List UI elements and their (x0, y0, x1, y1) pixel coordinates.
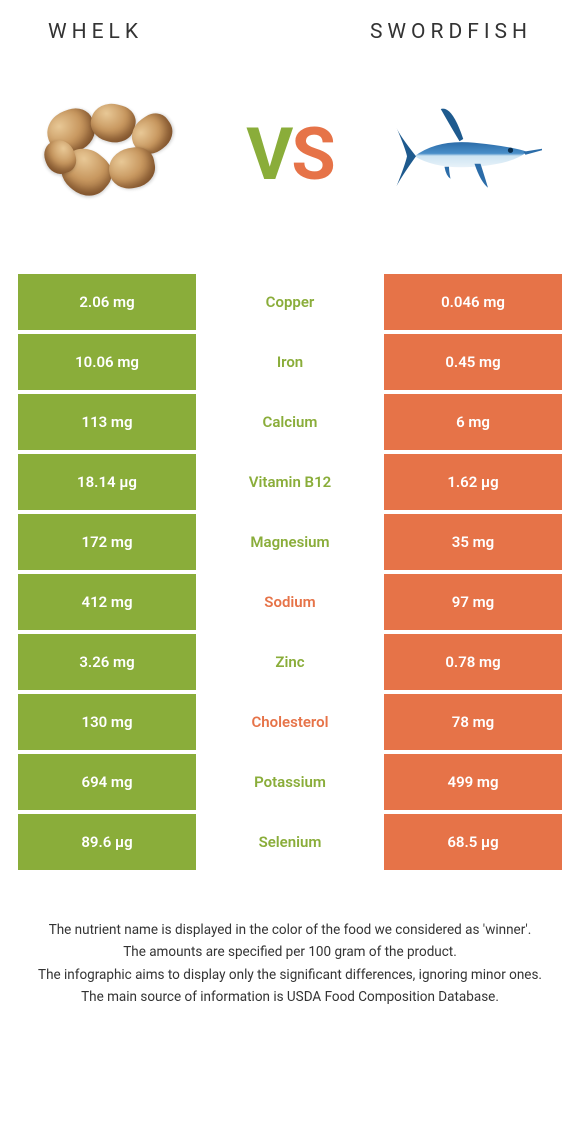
nutrient-right-value: 78 mg (384, 694, 562, 750)
nutrient-name: Magnesium (196, 514, 384, 570)
nutrient-right-value: 68.5 µg (384, 814, 562, 870)
nutrient-name: Iron (196, 334, 384, 390)
swordfish-icon (392, 89, 542, 219)
nutrient-right-value: 35 mg (384, 514, 562, 570)
nutrient-row: 113 mgCalcium6 mg (18, 394, 562, 450)
nutrient-row: 89.6 µgSelenium68.5 µg (18, 814, 562, 870)
nutrient-left-value: 694 mg (18, 754, 196, 810)
nutrient-right-value: 97 mg (384, 574, 562, 630)
nutrient-left-value: 130 mg (18, 694, 196, 750)
footer-line: The main source of information is USDA F… (28, 987, 552, 1007)
whelk-image (38, 94, 188, 214)
nutrient-row: 2.06 mgCopper0.046 mg (18, 274, 562, 330)
nutrient-name: Copper (196, 274, 384, 330)
vs-v-letter: V (246, 112, 291, 197)
nutrient-right-value: 6 mg (384, 394, 562, 450)
nutrient-left-value: 3.26 mg (18, 634, 196, 690)
nutrient-name: Cholesterol (196, 694, 384, 750)
nutrient-row: 130 mgCholesterol78 mg (18, 694, 562, 750)
nutrient-row: 18.14 µgVitamin B121.62 µg (18, 454, 562, 510)
nutrient-name: Vitamin B12 (196, 454, 384, 510)
vs-label: VS (246, 112, 333, 197)
footer-line: The nutrient name is displayed in the co… (28, 920, 552, 940)
food-title-left: Whelk (48, 20, 143, 44)
nutrient-right-value: 0.78 mg (384, 634, 562, 690)
nutrient-name: Selenium (196, 814, 384, 870)
nutrient-name: Calcium (196, 394, 384, 450)
nutrient-right-value: 499 mg (384, 754, 562, 810)
nutrient-left-value: 89.6 µg (18, 814, 196, 870)
footer-line: The infographic aims to display only the… (28, 965, 552, 985)
nutrient-left-value: 412 mg (18, 574, 196, 630)
images-row: VS (18, 74, 562, 234)
nutrient-name: Zinc (196, 634, 384, 690)
footer-text: The nutrient name is displayed in the co… (18, 920, 562, 1007)
food-title-right: Swordfish (370, 20, 532, 44)
nutrient-left-value: 10.06 mg (18, 334, 196, 390)
nutrient-right-value: 1.62 µg (384, 454, 562, 510)
nutrient-right-value: 0.046 mg (384, 274, 562, 330)
nutrient-row: 10.06 mgIron0.45 mg (18, 334, 562, 390)
footer-line: The amounts are specified per 100 gram o… (28, 942, 552, 962)
vs-s-letter: S (291, 112, 333, 197)
nutrient-name: Potassium (196, 754, 384, 810)
header-row: Whelk Swordfish (18, 20, 562, 44)
nutrient-row: 172 mgMagnesium35 mg (18, 514, 562, 570)
nutrient-left-value: 2.06 mg (18, 274, 196, 330)
nutrient-row: 694 mgPotassium499 mg (18, 754, 562, 810)
nutrient-left-value: 18.14 µg (18, 454, 196, 510)
nutrient-right-value: 0.45 mg (384, 334, 562, 390)
nutrient-row: 412 mgSodium97 mg (18, 574, 562, 630)
nutrient-row: 3.26 mgZinc0.78 mg (18, 634, 562, 690)
nutrient-left-value: 113 mg (18, 394, 196, 450)
nutrient-left-value: 172 mg (18, 514, 196, 570)
nutrient-name: Sodium (196, 574, 384, 630)
nutrient-table: 2.06 mgCopper0.046 mg10.06 mgIron0.45 mg… (18, 274, 562, 870)
swordfish-image (392, 94, 542, 214)
